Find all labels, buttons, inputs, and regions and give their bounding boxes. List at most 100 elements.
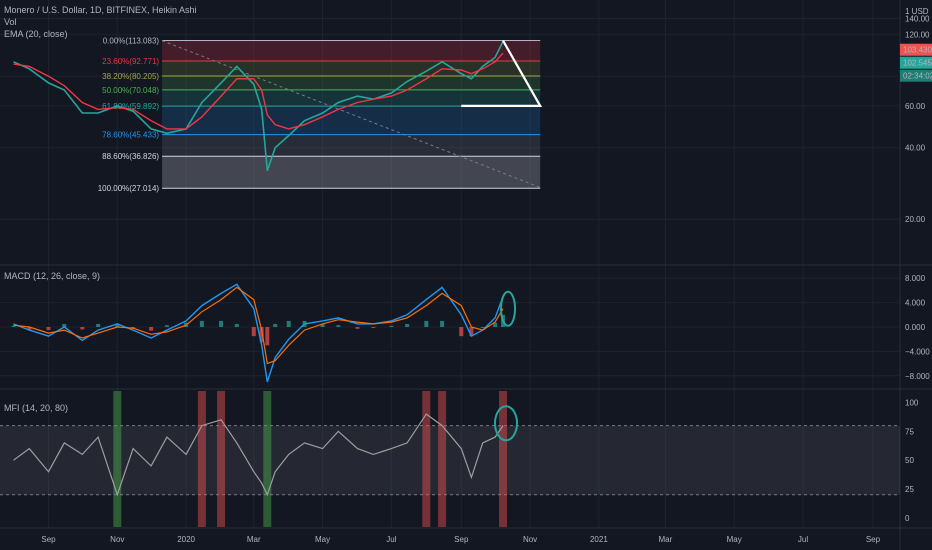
macd-histogram-bar: [405, 323, 410, 327]
mfi-zone-highlight: [197, 391, 206, 527]
fib-level-label: 23.60%(92.771): [102, 57, 159, 66]
ema-price-text: 102.545: [903, 59, 932, 68]
mfi-zone-highlight: [263, 391, 272, 527]
fib-zone: [162, 106, 541, 135]
mfi-y-tick: 75: [905, 427, 914, 436]
macd-histogram-bar: [273, 323, 278, 327]
macd-y-tick: 0.000: [905, 323, 926, 332]
vol-label[interactable]: Vol: [4, 17, 17, 27]
mfi-zone-highlight: [217, 391, 226, 527]
x-tick-label: Nov: [523, 535, 537, 544]
mfi-y-tick: 25: [905, 485, 914, 494]
macd-histogram-bar: [440, 320, 445, 327]
mfi-zone-highlight: [438, 391, 447, 527]
macd-histogram-bar: [320, 323, 325, 327]
macd-histogram-bar: [424, 320, 429, 327]
user-drawings[interactable]: [461, 40, 543, 442]
x-tick-label: 2021: [590, 535, 608, 544]
x-tick-label: Sep: [454, 535, 469, 544]
x-tick-label: Mar: [247, 535, 261, 544]
ema-line: [13, 52, 504, 130]
mfi-circle-annotation: [494, 405, 519, 442]
x-tick-label: Jul: [386, 535, 396, 544]
fib-level-label: 100.00%(27.014): [98, 184, 160, 193]
mfi-line: [13, 413, 504, 497]
macd-histogram-bar: [371, 327, 376, 328]
macd-y-tick: −8.000: [905, 372, 930, 381]
ema-price-badge: [900, 56, 932, 69]
macd-histogram-bar: [219, 320, 224, 327]
signal-line: [13, 286, 504, 365]
countdown-text: 02:34:02: [903, 72, 932, 81]
mfi-y-tick: 100: [905, 399, 919, 408]
mfi-zone-highlight: [422, 391, 431, 527]
currency-label: 1 USD: [905, 7, 929, 16]
macd-histogram-bar: [149, 327, 154, 331]
macd-histogram-bar: [389, 325, 394, 327]
macd-histogram-bar: [480, 327, 485, 328]
macd-histogram-bar: [459, 327, 464, 337]
last-price-text: 103.430: [903, 46, 932, 55]
fib-level-label: 88.60%(36.826): [102, 152, 159, 161]
macd-histogram-bar: [355, 327, 360, 329]
x-tick-label: 2020: [177, 535, 195, 544]
x-tick-label: Jul: [798, 535, 808, 544]
mfi-zone-highlight: [499, 391, 508, 527]
mfi-zone-highlight: [113, 391, 122, 527]
macd-histogram-bar: [46, 327, 51, 331]
price-pane[interactable]: [13, 41, 504, 171]
price-axes: Sep Nov 2020 Mar May Jul Sep Nov 2021 Mar May Jul Se…: [41, 7, 932, 544]
x-tick-label: May: [315, 535, 330, 544]
y-tick-label: 60.00: [905, 102, 926, 111]
main-legend: Monero / U.S. Dollar, 1D, BITFINEX, Heik…: [4, 4, 197, 40]
macd-histogram-bar: [96, 323, 101, 327]
last-price-badge: [900, 43, 932, 56]
fib-level-label: 38.20%(80.205): [102, 72, 159, 81]
macd-histogram-bar: [265, 327, 270, 346]
macd-histogram-bar: [80, 327, 85, 330]
macd-label[interactable]: MACD (12, 26, close, 9): [4, 271, 101, 281]
macd-pane[interactable]: [11, 283, 506, 383]
fib-level-label: 0.00%(113.083): [103, 37, 160, 46]
macd-legend: MACD (12, 26, close, 9): [4, 270, 100, 282]
mfi-y-tick: 0: [905, 514, 910, 523]
x-tick-label: Sep: [866, 535, 881, 544]
mfi-band: [0, 425, 900, 495]
x-tick-label: May: [727, 535, 742, 544]
fib-zone: [162, 40, 541, 61]
mfi-pane[interactable]: [0, 391, 900, 527]
macd-histogram-bar: [234, 323, 239, 327]
macd-line: [13, 283, 504, 383]
macd-histogram-bar: [336, 325, 341, 327]
y-tick-label: 120.00: [905, 30, 930, 39]
macd-histogram-bar: [199, 320, 204, 327]
macd-histogram-bar: [115, 323, 120, 327]
y-tick-label: 140.00: [905, 14, 930, 23]
macd-histogram-bar: [251, 327, 256, 337]
mfi-legend: MFI (14, 20, 80): [4, 402, 68, 414]
fib-zone: [162, 134, 541, 157]
macd-circle-annotation: [500, 290, 517, 327]
price-line: [13, 41, 504, 171]
macd-histogram-bar: [259, 327, 264, 343]
macd-histogram-bar: [11, 325, 16, 327]
macd-histogram-bar: [493, 322, 498, 327]
mfi-label[interactable]: MFI (14, 20, 80): [4, 403, 69, 413]
ema-label[interactable]: EMA (20, close): [4, 29, 68, 39]
x-tick-label: Mar: [659, 535, 673, 544]
symbol-title[interactable]: Monero / U.S. Dollar, 1D, BITFINEX, Heik…: [4, 5, 197, 15]
fib-zone: [162, 75, 541, 90]
countdown-badge: [900, 69, 932, 82]
x-tick-label: Nov: [110, 535, 124, 544]
fib-zone: [162, 156, 541, 189]
y-tick-label: 20.00: [905, 215, 926, 224]
macd-y-tick: 4.000: [905, 299, 926, 308]
macd-y-tick: 8.000: [905, 274, 926, 283]
fib-level-label: 61.80%(59.892): [102, 102, 159, 111]
macd-histogram-bar: [286, 320, 291, 327]
macd-y-tick: −4.000: [905, 347, 930, 356]
mfi-y-tick: 50: [905, 456, 914, 465]
macd-histogram-bar: [27, 327, 32, 331]
